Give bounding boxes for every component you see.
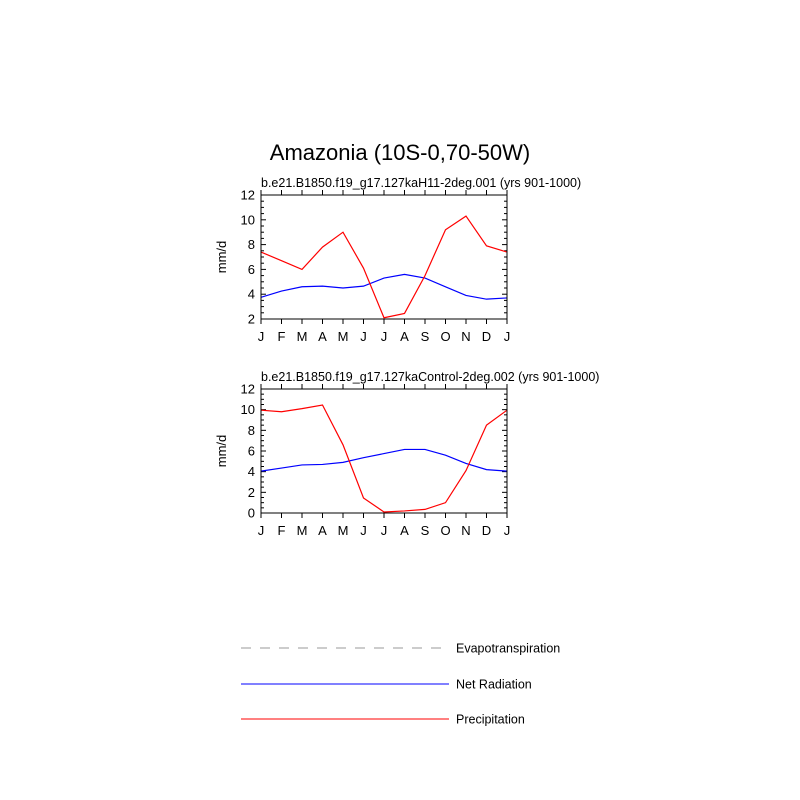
x-tick-label: J	[381, 329, 388, 344]
x-tick-label: J	[360, 523, 367, 538]
y-tick-label: 10	[241, 212, 255, 227]
x-tick-label: A	[318, 523, 327, 538]
x-tick-label: M	[297, 523, 308, 538]
y-tick-label: 2	[248, 312, 255, 327]
x-tick-label: J	[381, 523, 388, 538]
legend-label: Evapotranspiration	[456, 642, 560, 656]
x-tick-label: D	[482, 523, 491, 538]
y-tick-label: 4	[248, 464, 255, 479]
y-axis-label: mm/d	[214, 241, 229, 274]
y-tick-label: 6	[248, 444, 255, 459]
x-tick-label: O	[440, 523, 450, 538]
x-tick-label: M	[297, 329, 308, 344]
x-tick-label: J	[258, 329, 265, 344]
x-tick-label: F	[278, 523, 286, 538]
y-tick-label: 10	[241, 402, 255, 417]
series-line-precipitation	[260, 404, 508, 513]
y-tick-label: 6	[248, 262, 255, 277]
series-line-net-radiation	[260, 273, 508, 300]
y-tick-label: 4	[248, 287, 255, 302]
x-tick-label: D	[482, 329, 491, 344]
x-tick-label: J	[360, 329, 367, 344]
x-tick-label: S	[421, 329, 430, 344]
x-tick-label: O	[440, 329, 450, 344]
panel-subtitle: b.e21.B1850.f19_g17.127kaControl-2deg.00…	[261, 370, 599, 384]
series-line-net-radiation	[260, 448, 508, 472]
y-tick-label: 8	[248, 423, 255, 438]
legend-label: Precipitation	[456, 713, 525, 727]
y-tick-label: 12	[241, 188, 255, 203]
x-tick-label: A	[400, 523, 409, 538]
y-tick-label: 8	[248, 237, 255, 252]
plot-frame	[260, 194, 508, 320]
x-tick-label: A	[318, 329, 327, 344]
x-tick-label: J	[504, 329, 511, 344]
x-tick-label: M	[338, 329, 349, 344]
x-tick-label: M	[338, 523, 349, 538]
y-axis-label: mm/d	[214, 435, 229, 468]
x-tick-label: A	[400, 329, 409, 344]
x-tick-label: S	[421, 523, 430, 538]
y-tick-label: 12	[241, 382, 255, 397]
x-tick-label: J	[258, 523, 265, 538]
x-tick-label: J	[504, 523, 511, 538]
y-tick-label: 2	[248, 485, 255, 500]
x-tick-label: N	[461, 523, 470, 538]
panel-subtitle: b.e21.B1850.f19_g17.127kaH11-2deg.001 (y…	[261, 176, 581, 190]
legend-label: Net Radiation	[456, 678, 532, 692]
series-line-precipitation	[260, 215, 508, 319]
panel-1: b.e21.B1850.f19_g17.127kaH11-2deg.001 (y…	[214, 176, 581, 344]
x-tick-label: N	[461, 329, 470, 344]
panel-2: b.e21.B1850.f19_g17.127kaControl-2deg.00…	[214, 370, 599, 538]
legend: Evapotranspiration Net Radiation Precipita…	[241, 642, 560, 727]
y-tick-label: 0	[248, 506, 255, 521]
plot-frame	[260, 388, 508, 514]
chart-title: Amazonia (10S-0,70-50W)	[270, 140, 530, 165]
x-tick-label: F	[278, 329, 286, 344]
